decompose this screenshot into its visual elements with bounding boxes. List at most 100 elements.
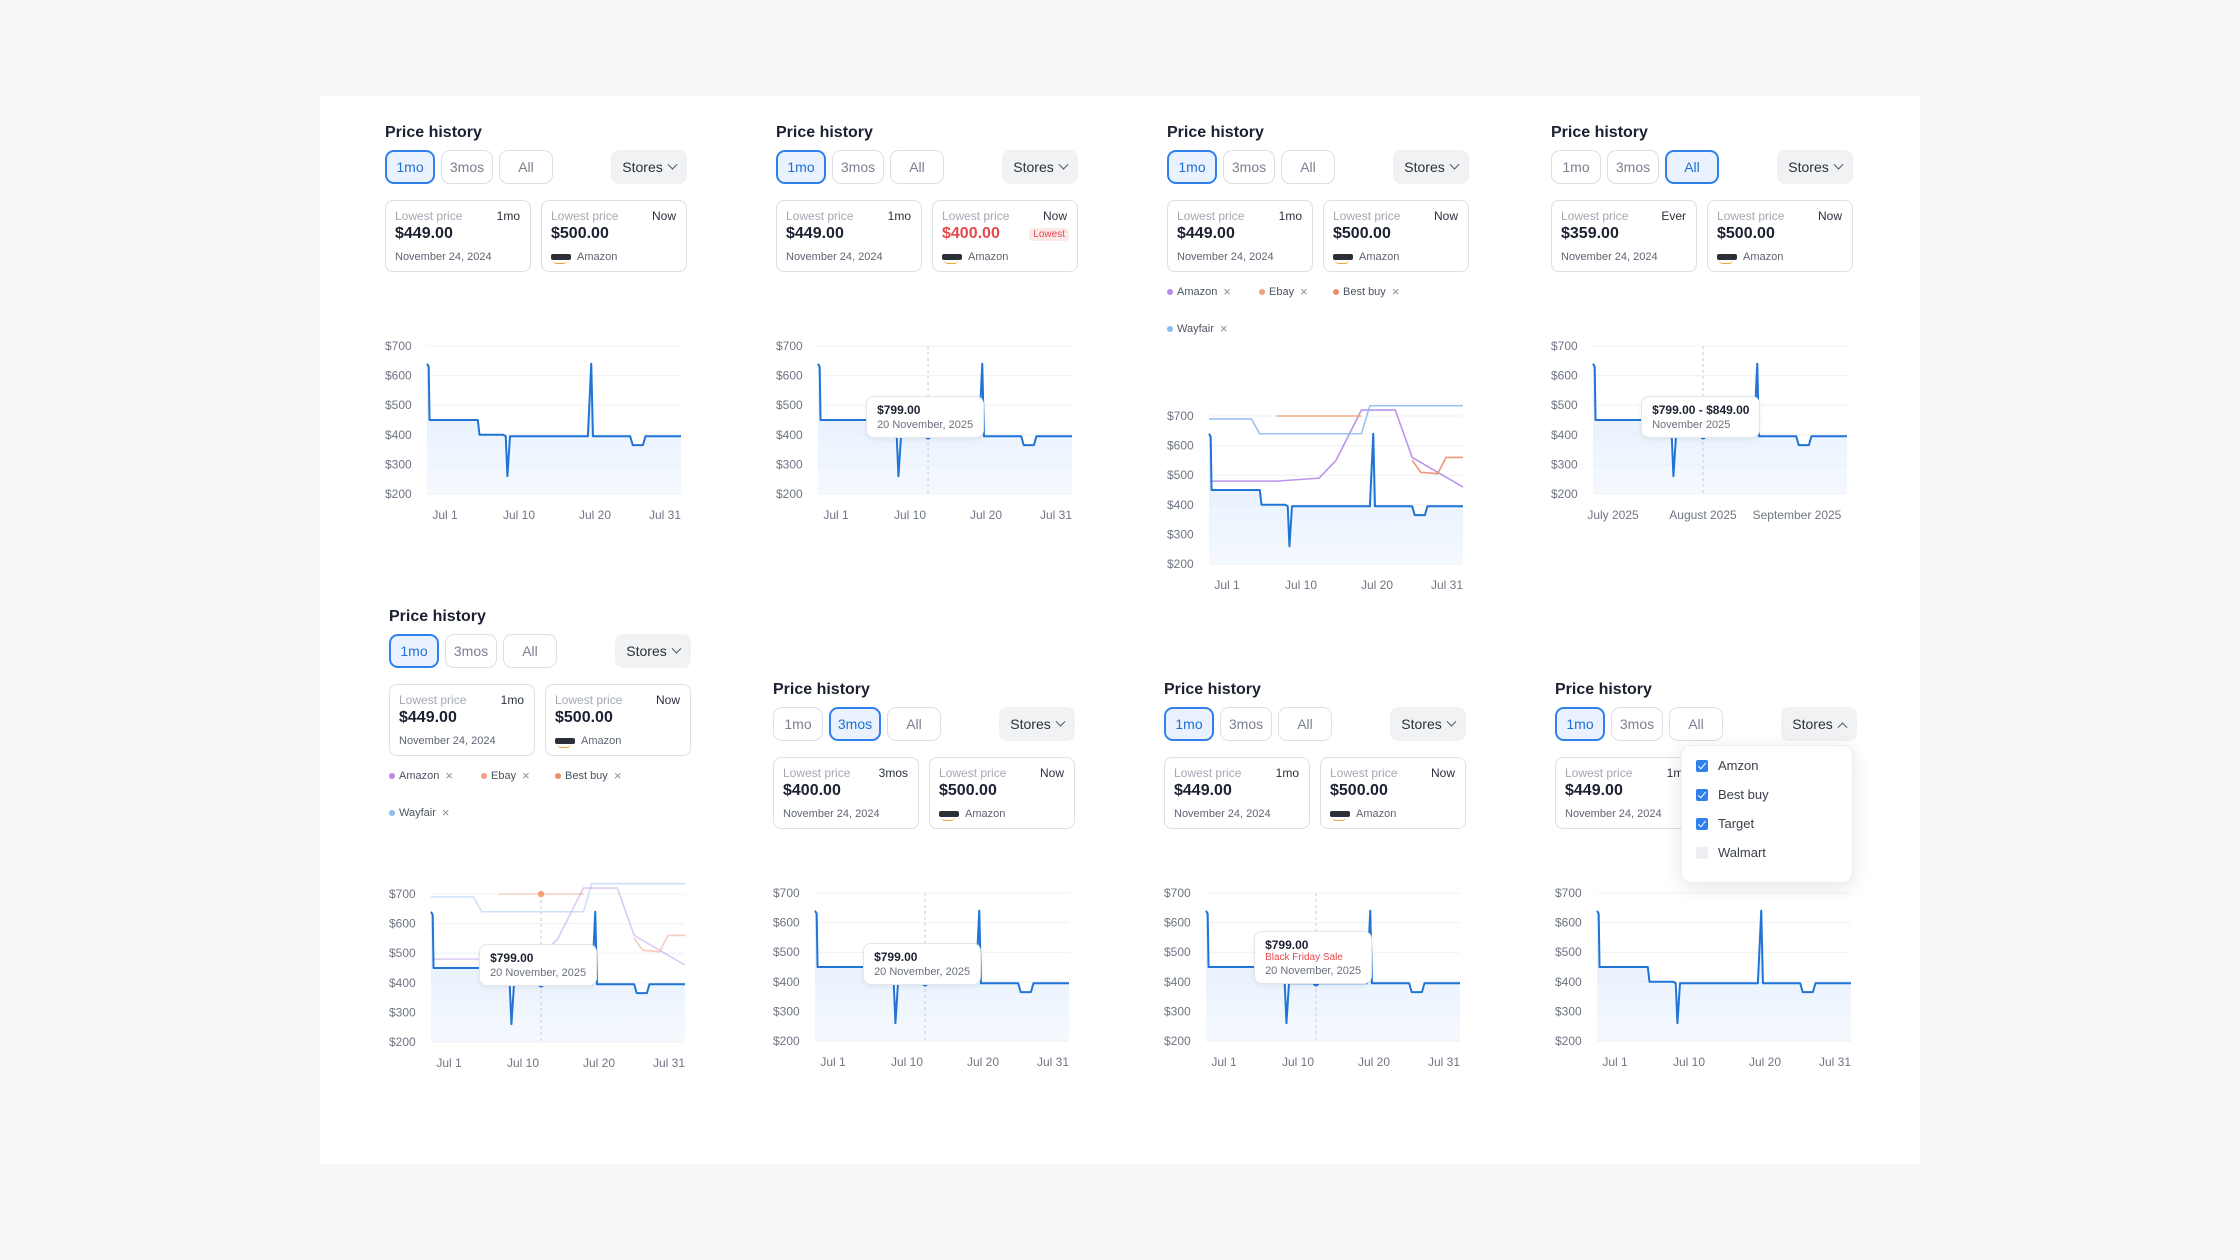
close-icon[interactable]: × — [441, 805, 450, 820]
stores-option[interactable]: Amzon — [1696, 758, 1758, 773]
period-tab-All[interactable]: All — [1278, 707, 1332, 741]
chart-tooltip: $799.00 - $849.00 November 2025 — [1641, 396, 1761, 438]
stores-option[interactable]: Target — [1696, 816, 1754, 831]
stores-dropdown-button[interactable]: Stores — [1393, 150, 1469, 184]
stores-option[interactable]: Best buy — [1696, 787, 1769, 802]
x-tick-label: Jul 10 — [503, 508, 535, 522]
period-tab-1mo[interactable]: 1mo — [776, 150, 826, 184]
store-chip[interactable]: Ebay × — [1259, 284, 1308, 299]
stores-dropdown-button[interactable]: Stores — [1781, 707, 1857, 741]
x-tick-label: Jul 10 — [891, 1055, 923, 1069]
period-tab-All[interactable]: All — [1281, 150, 1335, 184]
checkbox[interactable] — [1696, 817, 1708, 830]
lowest-price-card: Lowest price Ever $359.00 November 24, 2024 — [1551, 200, 1697, 272]
card-period: 1mo — [887, 209, 911, 223]
store-chip[interactable]: Amazon × — [389, 768, 453, 783]
period-tab-3mos[interactable]: 3mos — [1611, 707, 1663, 741]
widget-title: Price history — [1164, 681, 1261, 698]
period-tab-1mo[interactable]: 1mo — [1167, 150, 1217, 184]
close-icon[interactable]: × — [1391, 284, 1400, 299]
lowest-price-date: November 24, 2024 — [783, 808, 880, 820]
period-tab-1mo[interactable]: 1mo — [773, 707, 823, 741]
store-chip-label: Amazon — [1177, 285, 1218, 298]
stores-dropdown-button[interactable]: Stores — [1002, 150, 1078, 184]
stores-option[interactable]: Walmart — [1696, 845, 1766, 860]
period-tab-3mos[interactable]: 3mos — [1607, 150, 1659, 184]
y-tick-label: $600 — [389, 917, 416, 931]
close-icon[interactable]: × — [445, 768, 453, 783]
period-tab-All[interactable]: All — [1669, 707, 1723, 741]
price-area — [1209, 433, 1463, 564]
close-icon[interactable]: × — [1300, 284, 1308, 299]
current-price-value: $500.00 — [1333, 225, 1391, 242]
stores-dropdown-button[interactable]: Stores — [1390, 707, 1466, 741]
period-tab-3mos[interactable]: 3mos — [829, 707, 881, 741]
current-price-value: $500.00 — [555, 709, 613, 726]
store-chip[interactable]: Best buy × — [555, 768, 621, 783]
stores-dropdown-button[interactable]: Stores — [999, 707, 1075, 741]
stores-dropdown-button[interactable]: Stores — [611, 150, 687, 184]
close-icon[interactable]: × — [1219, 321, 1228, 336]
x-tick-label: Jul 1 — [820, 1055, 846, 1069]
price-chart: $700 $600 $500 $400 $300 $200 Jul 1 Jul 10 Jul 2… — [1164, 886, 1460, 1069]
current-price-value: $500.00 — [1717, 225, 1775, 242]
x-tick-label: Jul 31 — [1819, 1055, 1851, 1069]
y-tick-label: $500 — [1167, 468, 1194, 482]
period-tab-3mos[interactable]: 3mos — [832, 150, 884, 184]
lowest-price-date: November 24, 2024 — [786, 251, 883, 263]
lowest-price-value: $400.00 — [783, 782, 841, 799]
close-icon[interactable]: × — [613, 768, 622, 783]
store-chip-label: Wayfair — [399, 806, 436, 819]
x-tick-label: Jul 1 — [432, 508, 458, 522]
store-chip[interactable]: Wayfair × — [389, 805, 449, 820]
period-tab-All[interactable]: All — [887, 707, 941, 741]
period-tab-All[interactable]: All — [499, 150, 553, 184]
y-tick-label: $500 — [1164, 945, 1191, 959]
legend-dot-icon — [1333, 288, 1339, 295]
legend-dot-icon — [555, 772, 561, 779]
store-chip[interactable]: Wayfair × — [1167, 321, 1227, 336]
current-price-value: $500.00 — [1330, 782, 1388, 799]
card-label: Lowest price — [939, 766, 1007, 780]
y-tick-label: $400 — [1551, 428, 1578, 442]
period-tab-1mo[interactable]: 1mo — [389, 634, 439, 668]
checkbox[interactable] — [1696, 846, 1708, 859]
checkbox[interactable] — [1696, 788, 1708, 801]
price-chart: $700 $600 $500 $400 $300 $200 Jul 1 Jul 10 Jul 2… — [385, 339, 681, 522]
store-chip[interactable]: Amazon × — [1167, 284, 1231, 299]
y-tick-label: $600 — [1555, 916, 1582, 930]
y-tick-label: $600 — [773, 916, 800, 930]
y-tick-label: $500 — [776, 398, 803, 412]
period-tab-1mo[interactable]: 1mo — [1551, 150, 1601, 184]
store-chip[interactable]: Best buy × — [1333, 284, 1399, 299]
tooltip-price: $799.00 — [874, 950, 918, 964]
period-tab-1mo[interactable]: 1mo — [1555, 707, 1605, 741]
x-tick-label: Jul 20 — [1358, 1055, 1390, 1069]
period-tab-1mo[interactable]: 1mo — [1164, 707, 1214, 741]
period-tab-1mo[interactable]: 1mo — [385, 150, 435, 184]
x-tick-label: Jul 10 — [894, 508, 926, 522]
chevron-down-icon — [1055, 716, 1066, 727]
x-tick-label: Jul 20 — [970, 508, 1002, 522]
current-price-value: $500.00 — [551, 225, 609, 242]
period-tab-All[interactable]: All — [1665, 150, 1719, 184]
tooltip-date: 20 November, 2025 — [874, 966, 971, 978]
checkbox[interactable] — [1696, 759, 1708, 772]
close-icon[interactable]: × — [1223, 284, 1231, 299]
period-tab-3mos[interactable]: 3mos — [445, 634, 497, 668]
period-tab-3mos[interactable]: 3mos — [441, 150, 493, 184]
period-tab-All[interactable]: All — [503, 634, 557, 668]
period-tab-3mos[interactable]: 3mos — [1223, 150, 1275, 184]
store-chip[interactable]: Ebay × — [481, 768, 530, 783]
period-tab-All[interactable]: All — [890, 150, 944, 184]
stores-dropdown-button[interactable]: Stores — [1777, 150, 1853, 184]
close-icon[interactable]: × — [522, 768, 530, 783]
stores-dropdown-button[interactable]: Stores — [615, 634, 691, 668]
card-label: Lowest price — [395, 209, 463, 223]
store-row: Amazon — [555, 735, 621, 748]
period-tab-3mos[interactable]: 3mos — [1220, 707, 1272, 741]
y-tick-label: $700 — [1164, 886, 1191, 900]
y-tick-label: $500 — [1551, 398, 1578, 412]
widget-title: Price history — [385, 124, 482, 141]
tooltip-date: November 2025 — [1652, 419, 1731, 431]
